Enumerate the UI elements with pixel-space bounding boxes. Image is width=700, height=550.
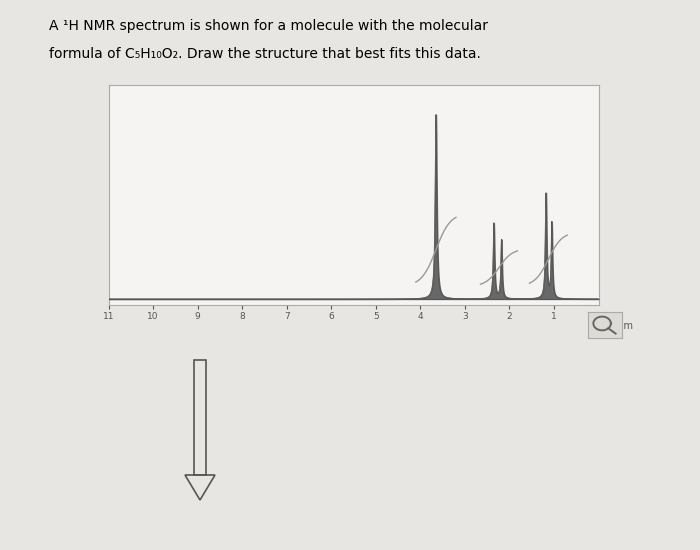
Text: A ¹H NMR spectrum is shown for a molecule with the molecular: A ¹H NMR spectrum is shown for a molecul…	[49, 19, 488, 33]
Text: formula of C₅H₁₀O₂. Draw the structure that best fits this data.: formula of C₅H₁₀O₂. Draw the structure t…	[49, 47, 481, 60]
Text: ppm: ppm	[610, 321, 633, 331]
Bar	[194, 360, 206, 475]
